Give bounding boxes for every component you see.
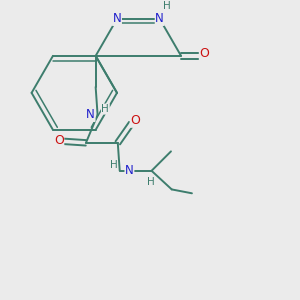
Text: O: O [200, 47, 209, 60]
Text: N: N [86, 108, 95, 122]
Text: H: H [110, 160, 117, 170]
Text: N: N [125, 164, 134, 177]
Text: O: O [54, 134, 64, 147]
Text: H: H [101, 104, 109, 114]
Text: H: H [146, 177, 154, 187]
Text: N: N [112, 12, 122, 26]
Text: H: H [163, 1, 171, 11]
Text: N: N [155, 12, 164, 26]
Text: O: O [130, 114, 140, 127]
